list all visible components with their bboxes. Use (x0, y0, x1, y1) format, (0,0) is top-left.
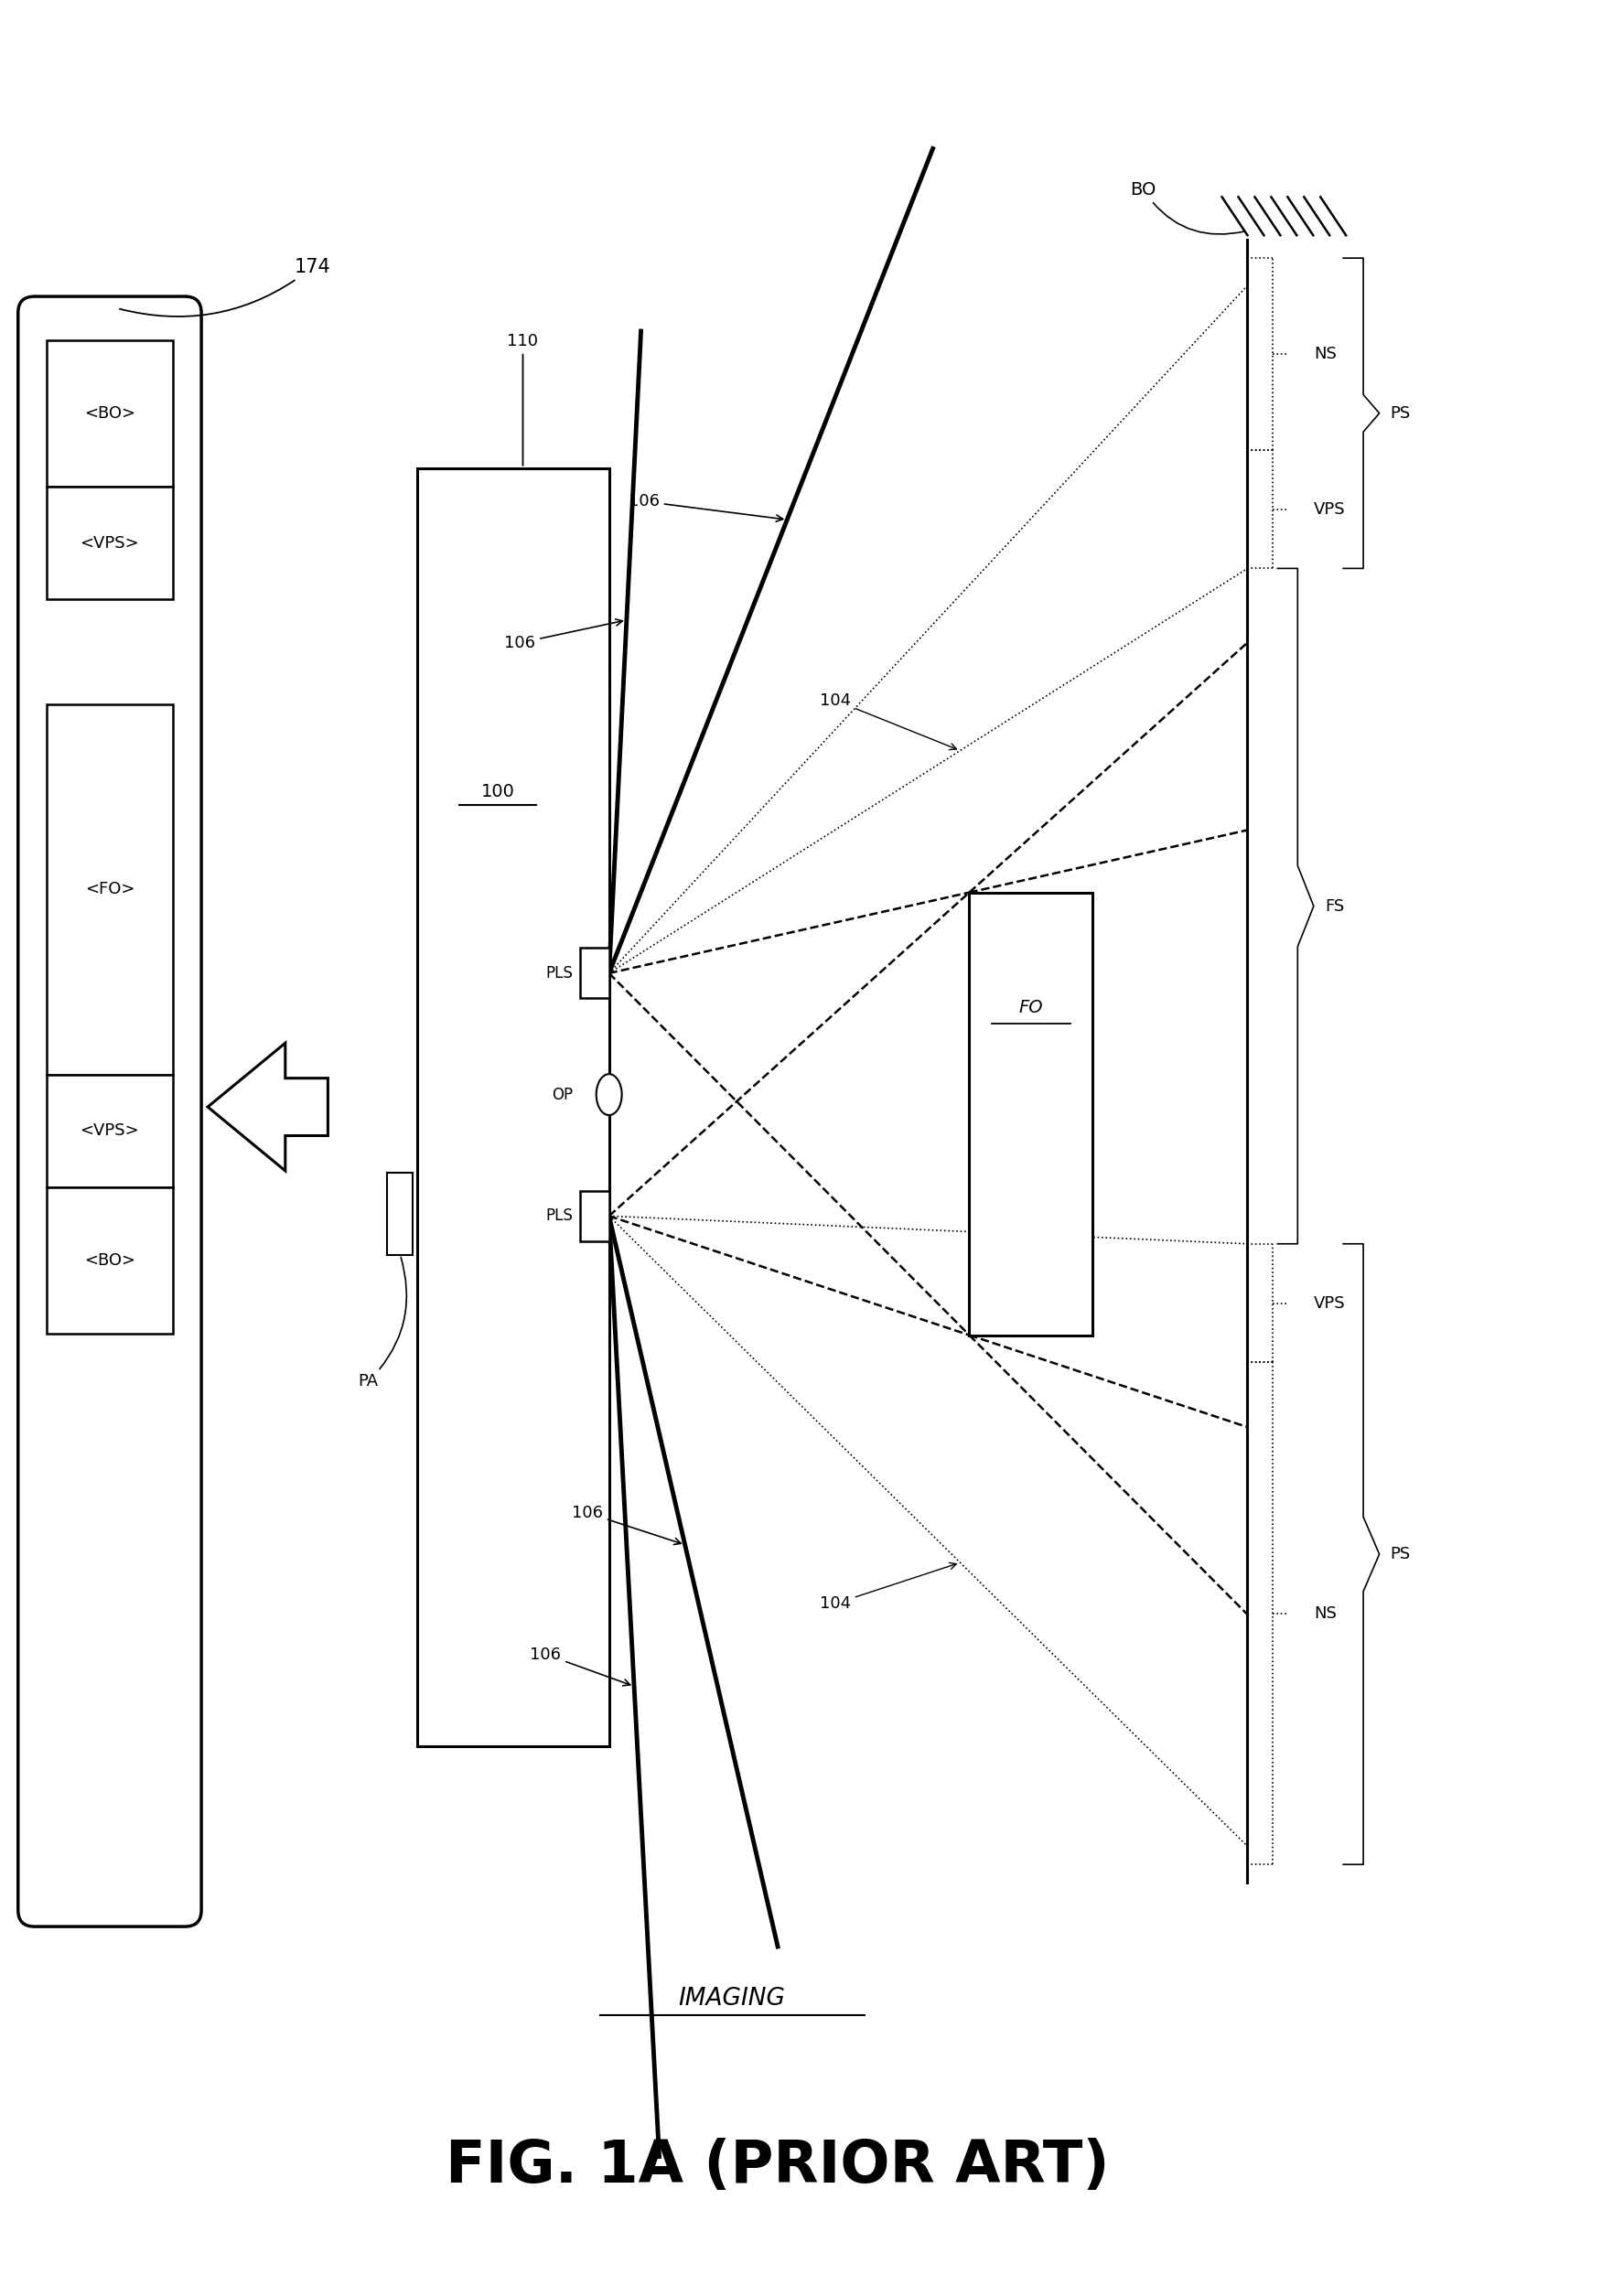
Text: VPS: VPS (1315, 501, 1345, 517)
Bar (418, 468, 610, 1745)
Text: 106: 106 (629, 494, 782, 521)
Text: NS: NS (1315, 1605, 1337, 1621)
Bar (47, 705, 173, 1075)
Text: 104: 104 (819, 691, 957, 751)
Text: PS: PS (1390, 1545, 1411, 1561)
Text: IMAGING: IMAGING (679, 1986, 786, 2011)
Bar (47, 1187, 173, 1334)
Text: PLS: PLS (545, 964, 573, 980)
Text: 100: 100 (481, 783, 515, 801)
Text: PS: PS (1390, 404, 1411, 422)
Bar (47, 340, 173, 487)
Bar (579, 1192, 610, 1242)
Text: NS: NS (1315, 347, 1337, 363)
Text: VPS: VPS (1315, 1295, 1345, 1311)
Ellipse shape (597, 1075, 623, 1116)
Bar (47, 1075, 173, 1187)
Text: FO: FO (1019, 999, 1044, 1017)
Bar (969, 893, 1092, 1334)
FancyBboxPatch shape (18, 296, 202, 1926)
Text: <VPS>: <VPS> (81, 1123, 139, 1139)
Text: 104: 104 (819, 1564, 957, 1612)
Text: 106: 106 (505, 620, 623, 652)
Bar (579, 948, 610, 999)
Text: FIG. 1A (PRIOR ART): FIG. 1A (PRIOR ART) (445, 2138, 1110, 2195)
Polygon shape (208, 1042, 327, 1171)
Bar (47, 487, 173, 599)
Text: PA: PA (358, 1258, 406, 1389)
Text: BO: BO (1131, 181, 1245, 234)
Text: FS: FS (1324, 898, 1344, 914)
Text: <BO>: <BO> (84, 406, 135, 422)
Text: 106: 106 (531, 1646, 631, 1685)
Text: 174: 174 (119, 257, 331, 317)
Text: <BO>: <BO> (84, 1251, 135, 1270)
Text: OP: OP (552, 1086, 573, 1102)
Text: <FO>: <FO> (85, 882, 134, 898)
Text: <VPS>: <VPS> (81, 535, 139, 551)
Text: 110: 110 (508, 333, 539, 466)
Bar (387, 1173, 413, 1256)
Text: PLS: PLS (545, 1208, 573, 1224)
Text: 106: 106 (571, 1504, 681, 1545)
